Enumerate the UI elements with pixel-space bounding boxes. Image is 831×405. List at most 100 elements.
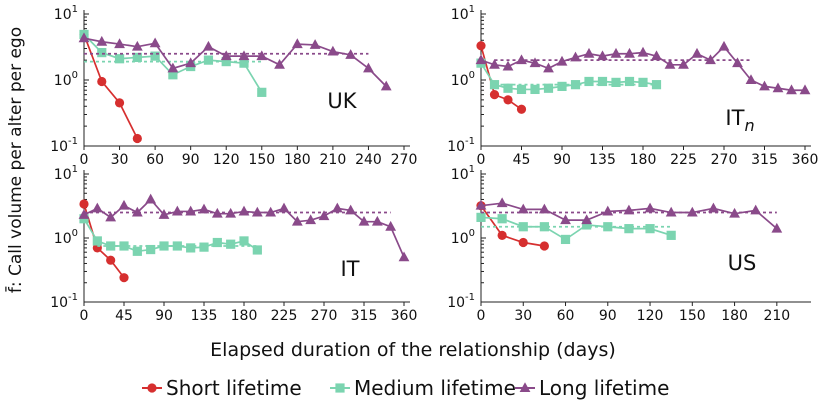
data-point [539, 222, 549, 232]
x-tick-label: 360 [391, 308, 418, 324]
panel-title: IT [340, 257, 359, 281]
series-short [476, 201, 549, 251]
data-point [106, 241, 116, 251]
data-point [186, 243, 196, 253]
data-point [252, 245, 262, 255]
data-point [771, 222, 783, 233]
data-point [686, 206, 698, 217]
data-point [119, 241, 129, 251]
data-point [517, 203, 529, 214]
data-point [772, 82, 784, 93]
data-point [371, 215, 383, 226]
data-point [664, 58, 676, 69]
data-point [226, 239, 236, 249]
y-tick-label: 10-1 [447, 136, 475, 155]
y-tick-label: 10-1 [50, 136, 78, 155]
data-point [198, 203, 210, 214]
series-long [475, 40, 811, 95]
data-point [220, 50, 232, 61]
data-point [759, 80, 770, 91]
legend: Short lifetime Medium lifetime Long lifeti… [142, 376, 669, 400]
data-point [185, 57, 197, 68]
data-point [476, 41, 486, 51]
legend-marker [147, 383, 157, 393]
x-tick-label: 225 [271, 308, 298, 324]
series-medium [476, 212, 676, 245]
data-point [570, 80, 581, 90]
series-long [475, 197, 783, 233]
data-point [145, 193, 157, 204]
data-point [114, 54, 125, 64]
data-point [497, 214, 507, 224]
data-point [221, 57, 231, 67]
panel-title: US [728, 251, 757, 275]
x-tick-label: 135 [589, 152, 616, 168]
figure-xlabel: Elapsed duration of the relationship (da… [210, 339, 616, 361]
legend-item-medium: Medium lifetime [330, 376, 516, 400]
x-tick-label: 30 [514, 308, 532, 324]
x-tick-label: 90 [599, 308, 617, 324]
x-tick-label: 135 [191, 308, 218, 324]
data-point [570, 51, 581, 62]
data-point [78, 32, 90, 43]
data-point [516, 104, 527, 114]
legend-item-long: Long lifetime [515, 376, 669, 400]
data-point [358, 215, 370, 226]
data-point [624, 47, 635, 58]
data-point [665, 206, 677, 217]
data-point [497, 230, 507, 240]
data-point [97, 48, 107, 58]
data-point [560, 214, 571, 225]
data-point [729, 207, 740, 218]
data-point [543, 83, 554, 93]
data-point [651, 50, 662, 61]
data-point [518, 222, 528, 232]
data-point [610, 47, 622, 58]
x-tick-label: 180 [630, 152, 657, 168]
data-point [225, 207, 237, 218]
data-point [239, 58, 249, 68]
legend-label: Medium lifetime [354, 376, 516, 400]
data-point [327, 45, 339, 56]
series-line [83, 203, 125, 279]
x-tick-label: 180 [284, 152, 311, 168]
data-point [119, 273, 129, 283]
x-tick-label: 270 [391, 152, 418, 168]
data-point [584, 76, 594, 87]
y-tick-label: 10-1 [50, 292, 78, 311]
data-point [149, 37, 161, 48]
data-point [118, 199, 130, 210]
data-point [171, 205, 183, 216]
y-tick-label: 100 [451, 228, 475, 247]
data-point [256, 50, 268, 61]
data-point [291, 215, 303, 226]
data-point [318, 210, 330, 221]
y-tick-label: 101 [451, 164, 475, 183]
data-point [623, 204, 635, 215]
data-point [645, 224, 655, 234]
data-point [238, 205, 250, 216]
data-point [114, 98, 125, 108]
data-point [211, 207, 223, 218]
data-point [543, 62, 554, 73]
data-point [185, 205, 197, 216]
data-point [582, 220, 592, 230]
data-point [475, 54, 487, 65]
data-point [678, 58, 689, 69]
data-point [199, 242, 209, 252]
x-tick-label: 210 [320, 152, 347, 168]
data-point [516, 54, 527, 65]
data-point [489, 80, 500, 90]
data-point [489, 90, 500, 100]
x-tick-label: 225 [670, 152, 697, 168]
y-tick-label: 10-1 [447, 292, 475, 311]
data-point [597, 50, 608, 61]
data-point [131, 40, 143, 51]
data-point [502, 60, 514, 71]
series-short [79, 29, 142, 144]
data-point [786, 84, 797, 95]
data-point [745, 74, 757, 84]
series-long [78, 32, 392, 91]
data-point [529, 57, 541, 68]
data-point [385, 220, 397, 231]
